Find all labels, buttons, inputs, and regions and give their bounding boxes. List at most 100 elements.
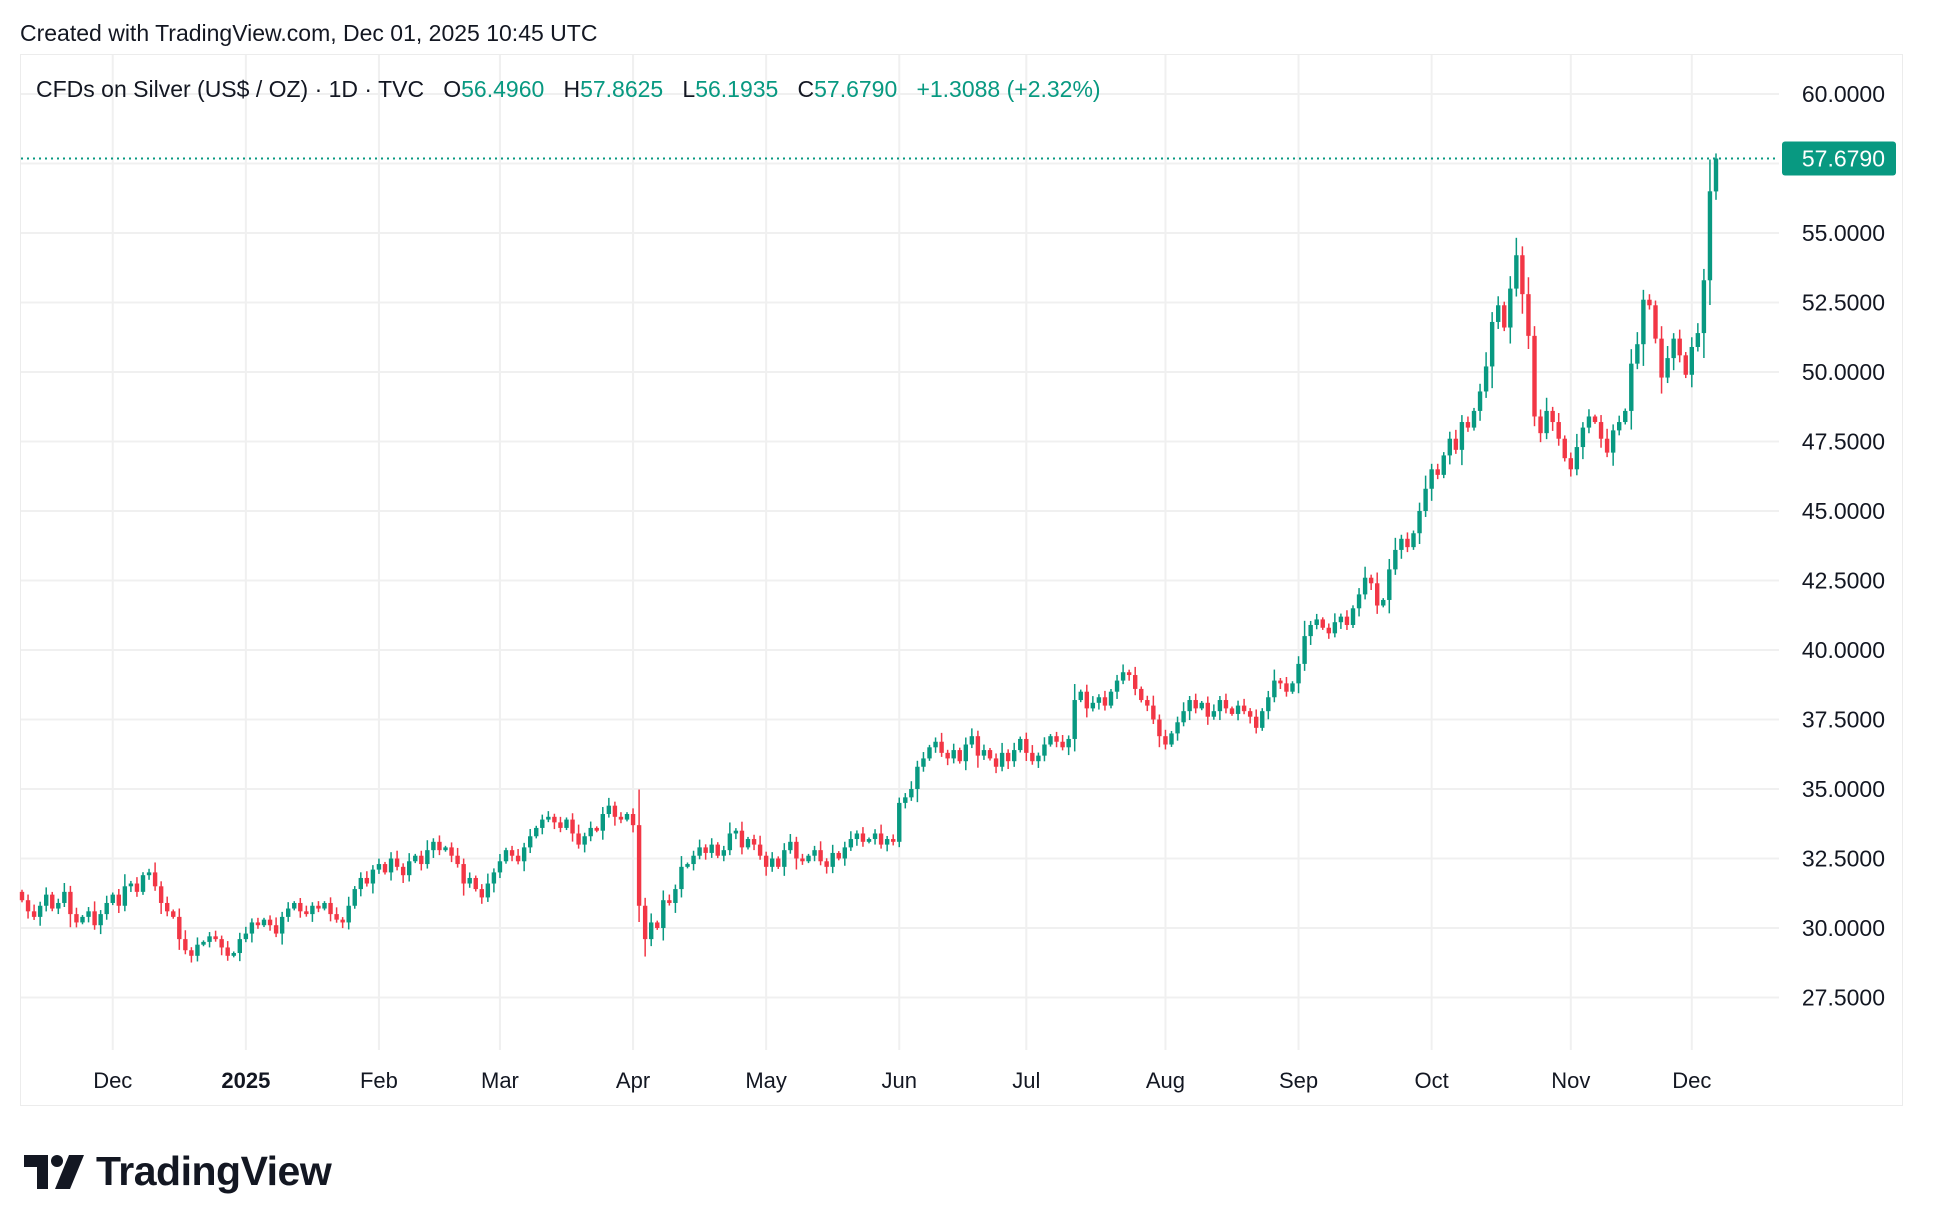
candle-down	[25, 900, 31, 912]
candle-up	[243, 933, 249, 940]
candle-down	[715, 844, 720, 856]
candle-down	[612, 805, 618, 817]
tradingview-logo[interactable]: TradingView	[24, 1148, 332, 1195]
change-value: +1.3088 (+2.32%)	[916, 76, 1101, 102]
candle-up	[909, 789, 914, 798]
candle-down	[273, 925, 279, 934]
candle-up	[1695, 333, 1701, 347]
candle-down	[939, 741, 944, 753]
candle-up	[358, 877, 363, 890]
candle-down	[1205, 702, 1210, 717]
candle-up	[62, 891, 67, 903]
chart-legend: CFDs on Silver (US$ / OZ) · 1D · TVC O56…	[36, 76, 1101, 103]
candle-up	[1199, 702, 1204, 709]
candle-up	[649, 922, 654, 940]
candle-down	[1532, 335, 1537, 417]
candle-up	[1036, 755, 1041, 762]
candle-down	[50, 894, 55, 909]
x-tick-label: Dec	[93, 1068, 132, 1093]
candle-up	[1393, 549, 1398, 570]
candle-down	[1344, 616, 1350, 625]
x-tick-label: Mar	[481, 1068, 519, 1093]
candle-up	[1381, 599, 1386, 606]
candle-up	[1120, 672, 1126, 681]
x-tick-label: Oct	[1415, 1068, 1449, 1093]
candle-up	[86, 911, 91, 917]
candle-down	[165, 902, 170, 912]
candle-up	[1296, 663, 1301, 684]
low-label: L	[682, 76, 696, 102]
x-tick-label: Dec	[1672, 1068, 1711, 1093]
x-tick-label: Jul	[1012, 1068, 1040, 1093]
candle-down	[824, 861, 829, 867]
candle-down	[1229, 708, 1235, 714]
candle-down	[1139, 688, 1144, 701]
candle-up	[1260, 711, 1265, 728]
candle-up	[431, 841, 436, 851]
candle-down	[1151, 705, 1156, 720]
candle-up	[673, 889, 678, 903]
candle-up	[140, 875, 146, 892]
candle-down	[1550, 410, 1555, 423]
candle-up	[806, 855, 811, 862]
candle-down	[1683, 355, 1688, 375]
candle-up	[1483, 366, 1489, 392]
candle-up	[1175, 722, 1180, 734]
candle-down	[1084, 691, 1089, 709]
y-tick-label: 42.5000	[1802, 568, 1885, 594]
candle-down	[1659, 338, 1664, 378]
candle-up	[388, 858, 394, 873]
candle-up	[231, 953, 236, 956]
candle-up	[1066, 738, 1071, 748]
candle-down	[1568, 458, 1573, 470]
y-tick-label: 30.0000	[1802, 915, 1885, 941]
candle-down	[509, 850, 515, 856]
candle-up	[1350, 608, 1356, 625]
candle-up	[999, 752, 1005, 767]
candle-down	[618, 816, 624, 820]
candle-down	[213, 936, 218, 940]
candle-down	[515, 855, 521, 862]
candle-down	[655, 922, 660, 928]
y-tick-label: 50.0000	[1802, 359, 1885, 385]
candle-down	[31, 911, 37, 917]
candle-up	[1090, 702, 1096, 709]
candle-up	[1641, 299, 1646, 345]
candle-down	[19, 891, 25, 901]
open-value: 56.4960	[461, 76, 545, 102]
candle-down	[171, 911, 176, 917]
candle-down	[1005, 752, 1011, 762]
candle-up	[1665, 358, 1670, 378]
candle-up	[1574, 447, 1580, 470]
candle-up	[528, 836, 533, 848]
candle-up	[310, 905, 315, 915]
candle-up	[1713, 158, 1719, 192]
candle-up	[413, 855, 418, 862]
candle-up	[981, 750, 987, 756]
candle-up	[685, 864, 690, 867]
candle-up	[866, 839, 872, 842]
candle-down	[1368, 577, 1374, 584]
candle-down	[975, 736, 981, 756]
candle-down	[552, 816, 557, 823]
candle-up	[963, 744, 968, 762]
candle-up	[1496, 305, 1501, 322]
candle-down	[74, 914, 79, 923]
symbol-title[interactable]: CFDs on Silver (US$ / OZ) · 1D · TVC	[36, 76, 425, 102]
candle-up	[1181, 711, 1186, 723]
candle-up	[540, 819, 545, 828]
candle-down	[134, 883, 140, 892]
candle-down	[1465, 422, 1471, 428]
candle-up	[1514, 255, 1519, 289]
candle-up	[606, 805, 612, 815]
candle-up	[1338, 616, 1344, 623]
candle-up	[128, 883, 134, 887]
candle-down	[636, 825, 642, 906]
candle-down	[1060, 741, 1065, 748]
candle-down	[776, 858, 781, 867]
candle-up	[346, 905, 351, 923]
candle-down	[334, 914, 339, 920]
candle-down	[642, 905, 648, 940]
candle-down	[794, 841, 799, 859]
